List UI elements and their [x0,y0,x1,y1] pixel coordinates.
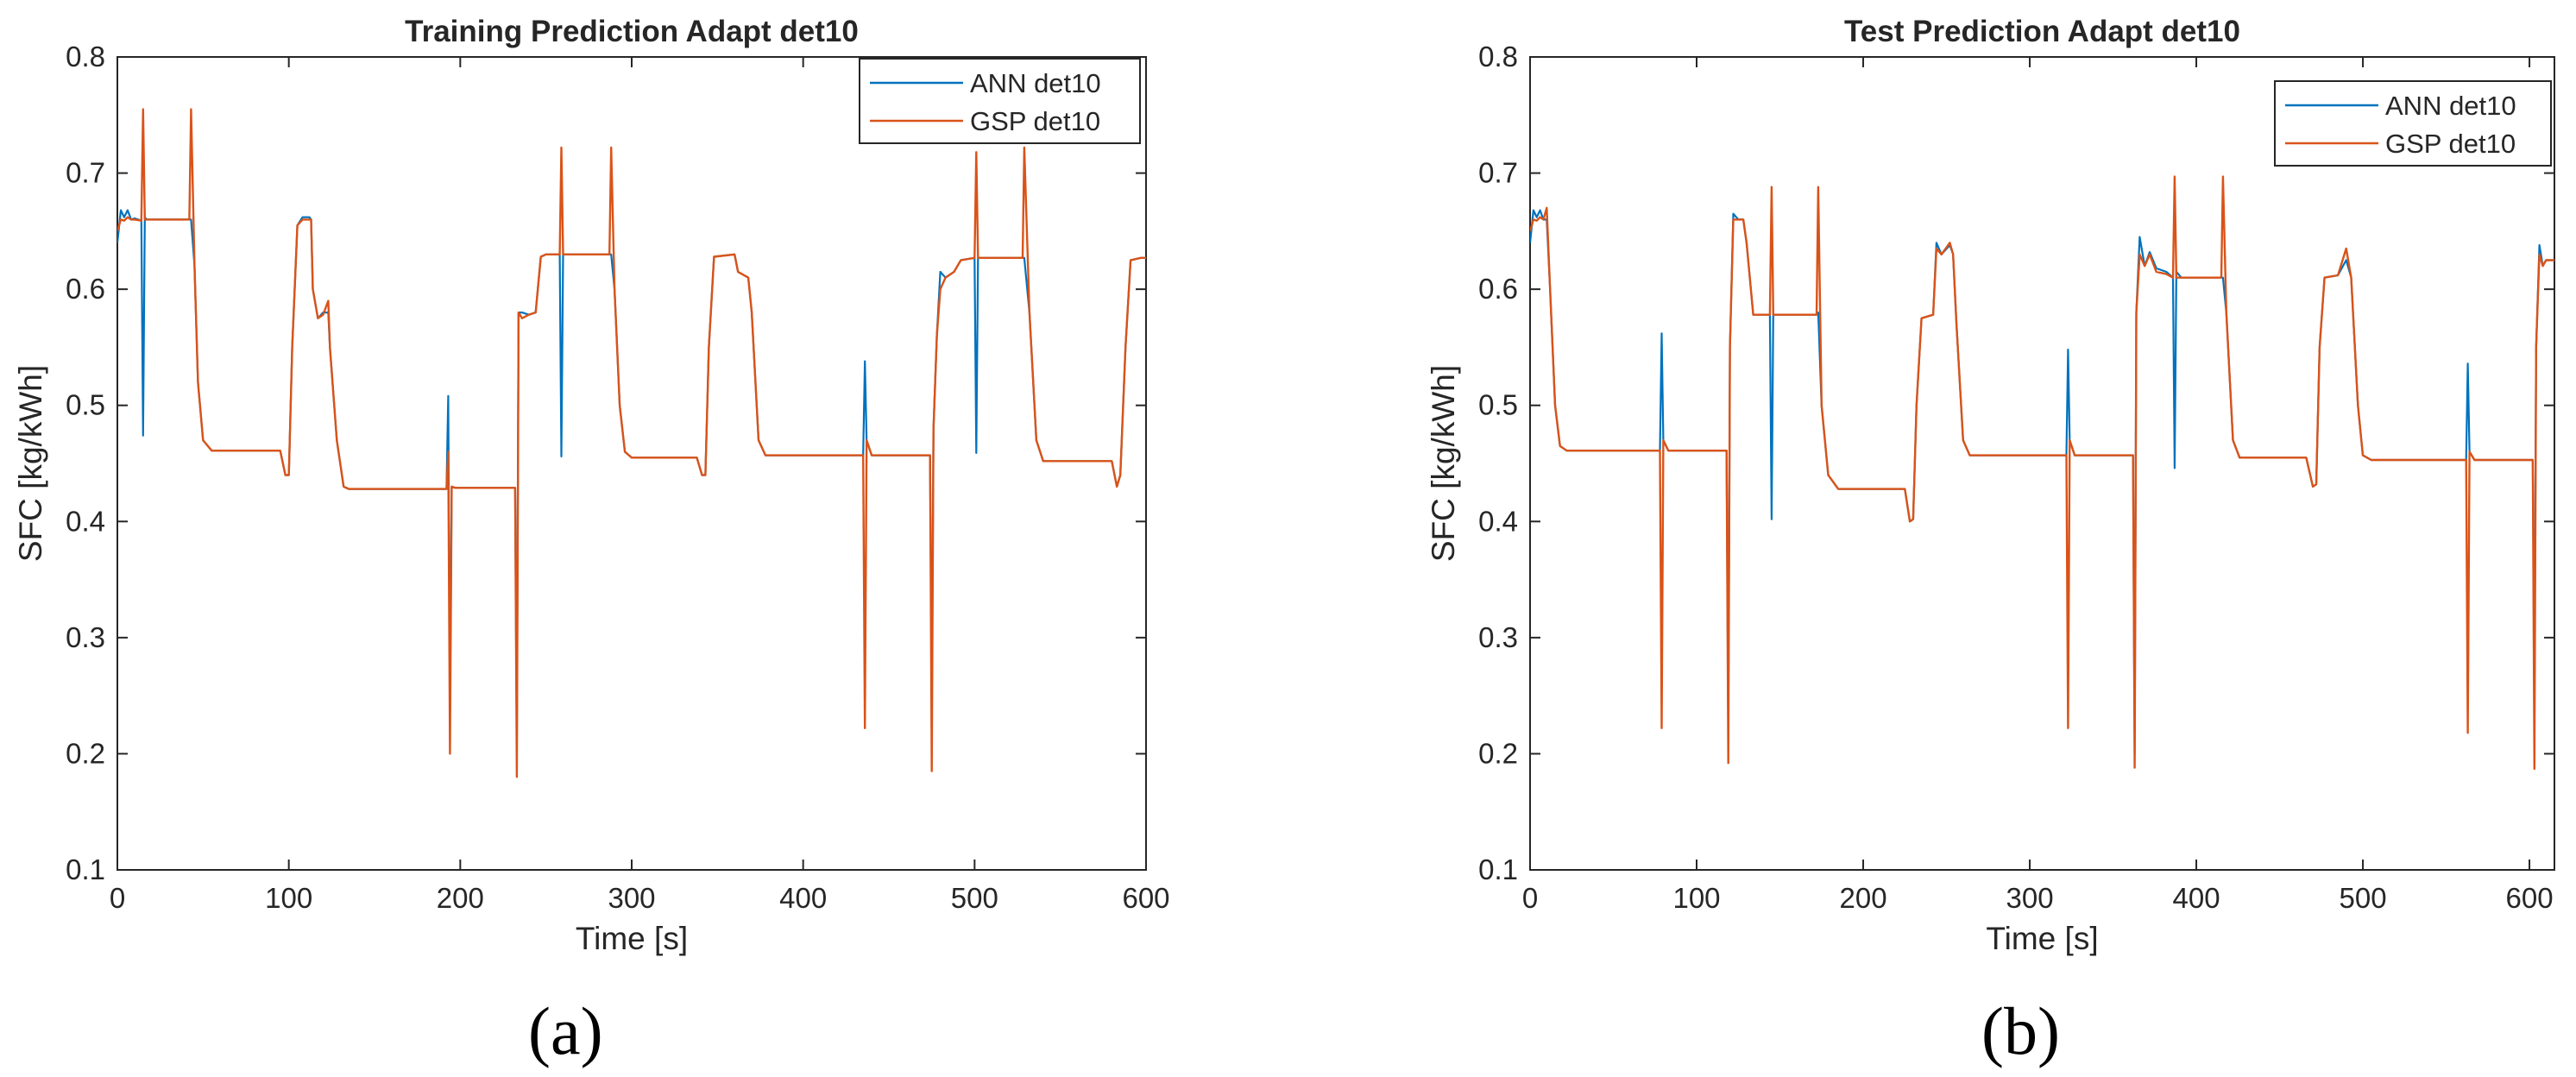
panel-label-a: (a) [528,993,603,1068]
x-tick-label: 500 [951,882,998,914]
y-tick-label: 0.6 [1478,273,1518,305]
x-tick-label: 200 [1839,882,1886,914]
y-axis-label: SFC [kg/kWh] [1426,365,1461,562]
x-axis-label: Time [s] [1986,921,2098,956]
y-tick-label: 0.2 [66,737,105,769]
y-tick-label: 0.7 [1478,157,1518,189]
x-tick-label: 600 [1122,882,1169,914]
legend-entry: GSP det10 [970,106,1100,136]
legend-entry: ANN det10 [2385,91,2516,121]
x-tick-label: 200 [437,882,484,914]
x-tick-label: 300 [608,882,655,914]
y-tick-label: 0.5 [66,389,105,421]
y-tick-label: 0.8 [66,41,105,72]
y-tick-label: 0.3 [66,621,105,653]
plot-area [117,56,1147,871]
x-tick-label: 400 [2173,882,2220,914]
plot-area [1529,56,2555,871]
y-tick-label: 0.2 [1478,737,1518,769]
y-tick-label: 0.8 [1478,41,1518,72]
chart-title: Training Prediction Adapt det10 [405,15,859,48]
y-tick-label: 0.4 [66,505,105,537]
y-tick-label: 0.5 [1478,389,1518,421]
y-tick-label: 0.6 [66,273,105,305]
y-tick-label: 0.3 [1478,621,1518,653]
chart-title: Test Prediction Adapt det10 [1844,15,2240,48]
legend-entry: GSP det10 [2385,129,2516,159]
panel-label-b: (b) [1981,993,2060,1068]
series-group [117,108,1146,778]
x-tick-label: 300 [2006,882,2053,914]
x-tick-label: 100 [265,882,312,914]
series-group [1530,175,2554,771]
series-line-gsp [117,108,1146,778]
y-tick-label: 0.1 [1478,853,1518,885]
series-line-gsp [1530,175,2554,771]
chart-panel-a: 0.1 0.2 0.3 0.4 0.5 0.6 0.7 0.8 0 100 200 300 400 500… [13,15,1170,956]
x-tick-label: 0 [110,882,125,914]
x-tick-label: 100 [1672,882,1720,914]
legend: ANN det10 GSP det10 [2274,80,2552,167]
x-tick-label: 400 [779,882,827,914]
y-tick-label: 0.7 [66,157,105,189]
legend-entry: ANN det10 [970,68,1101,98]
y-tick-label: 0.1 [66,853,105,885]
x-tick-label: 0 [1522,882,1538,914]
chart-panel-b: 0.1 0.2 0.3 0.4 0.5 0.6 0.7 0.8 0 100 200 300 400 500… [1426,15,2555,956]
legend-box [859,58,1141,144]
y-tick-label: 0.4 [1478,505,1518,537]
legend-box [2274,80,2552,167]
y-axis-label: SFC [kg/kWh] [13,365,48,562]
x-tick-label: 500 [2340,882,2387,914]
x-tick-label: 600 [2506,882,2554,914]
x-axis-label: Time [s] [576,921,688,956]
legend: ANN det10 GSP det10 [859,58,1141,144]
